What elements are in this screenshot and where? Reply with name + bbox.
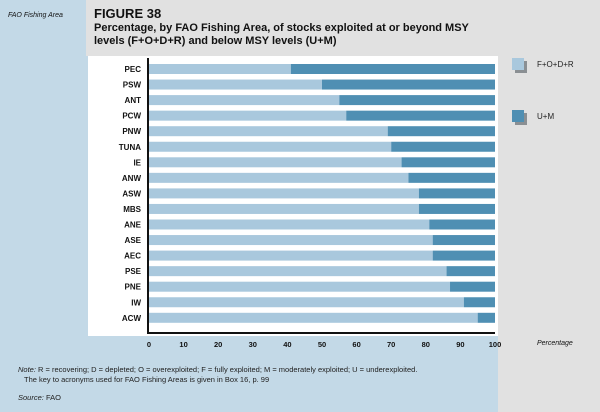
chart-title: Percentage, by FAO Fishing Area, of stoc… [94, 22, 469, 47]
bar-pec-f-o-d-r [149, 64, 291, 74]
bar-pse-u-m [446, 266, 495, 277]
bar-pcw-f-o-d-r [149, 110, 347, 121]
x-tick-label: 0 [147, 340, 151, 349]
x-tick-label: 100 [489, 340, 502, 349]
figure-label: FIGURE 38 [94, 6, 162, 21]
bar-pnw-u-m [387, 126, 495, 137]
note: Note: R = recovering; D = depleted; O = … [18, 365, 417, 385]
bar-aec-u-m [432, 250, 495, 261]
bar-acw-f-o-d-r [149, 312, 478, 323]
y-tick-label: ANW [122, 174, 142, 183]
y-tick-label: PEC [125, 65, 142, 74]
bar-pcw-u-m [346, 110, 495, 121]
bar-asw-u-m [418, 188, 495, 199]
source-prefix: Source: [18, 393, 44, 402]
title-box [86, 0, 498, 56]
bar-ane-f-o-d-r [149, 219, 430, 230]
y-tick-label: ASW [122, 189, 141, 198]
y-tick-label: AEC [124, 252, 141, 261]
bar-ie-f-o-d-r [149, 157, 402, 168]
x-tick-label: 40 [283, 340, 291, 349]
bar-iw-f-o-d-r [149, 297, 464, 308]
bar-ase-u-m [432, 235, 495, 246]
legend-swatch-u-m [512, 110, 524, 122]
x-tick-label: 30 [249, 340, 257, 349]
source: Source: FAO [18, 393, 61, 402]
x-tick-label: 90 [456, 340, 464, 349]
x-axis-label: Percentage [537, 340, 573, 347]
y-tick-label: ACW [122, 314, 142, 323]
bar-pec-u-m [290, 64, 495, 74]
y-tick-label: PCW [122, 112, 141, 121]
note-prefix: Note: [18, 365, 36, 374]
y-tick-label: PNE [125, 283, 142, 292]
bar-psw-u-m [322, 79, 495, 90]
x-tick-label: 80 [422, 340, 430, 349]
bar-mbs-f-o-d-r [149, 203, 419, 214]
note-text: R = recovering; D = depleted; O = overex… [38, 365, 418, 374]
x-tick-label: 10 [179, 340, 187, 349]
y-tick-label: MBS [123, 205, 141, 214]
bar-tuna-u-m [391, 141, 495, 152]
bar-aec-f-o-d-r [149, 250, 433, 261]
bar-iw-u-m [463, 297, 495, 308]
bar-anw-u-m [408, 172, 495, 183]
legend-label-u-m: U+M [537, 112, 555, 121]
bar-ie-u-m [401, 157, 495, 168]
bar-ant-f-o-d-r [149, 95, 340, 106]
y-tick-label: PNW [122, 127, 141, 136]
bar-pnw-f-o-d-r [149, 126, 388, 137]
bar-tuna-f-o-d-r [149, 141, 392, 152]
y-tick-label: PSE [125, 267, 142, 276]
bar-ant-u-m [339, 95, 495, 106]
y-axis-label: FAO Fishing Area [8, 12, 63, 19]
bar-asw-f-o-d-r [149, 188, 419, 199]
bar-mbs-u-m [418, 203, 495, 214]
y-tick-label: IE [133, 158, 141, 167]
bar-acw-u-m [477, 312, 495, 323]
y-tick-label: IW [131, 298, 141, 307]
bar-pse-f-o-d-r [149, 266, 447, 277]
y-tick-label: ASE [125, 236, 142, 245]
x-tick-label: 70 [387, 340, 395, 349]
legend-swatch-f-o-d-r [512, 58, 524, 70]
x-tick-label: 60 [352, 340, 360, 349]
bar-psw-f-o-d-r [149, 79, 322, 90]
bar-ase-f-o-d-r [149, 235, 433, 246]
y-tick-label: ANE [124, 221, 142, 230]
legend-label-f-o-d-r: F+O+D+R [537, 60, 574, 69]
bar-pne-f-o-d-r [149, 281, 451, 292]
bar-pne-u-m [450, 281, 495, 292]
x-tick-label: 20 [214, 340, 222, 349]
y-tick-label: TUNA [119, 143, 141, 152]
source-text: FAO [45, 393, 61, 402]
x-tick-label: 50 [318, 340, 326, 349]
bar-anw-f-o-d-r [149, 172, 409, 183]
note-text-2: The key to acronyms used for FAO Fishing… [24, 375, 270, 384]
y-tick-label: ANT [125, 96, 142, 105]
y-tick-label: PSW [123, 81, 142, 90]
bar-ane-u-m [429, 219, 495, 230]
